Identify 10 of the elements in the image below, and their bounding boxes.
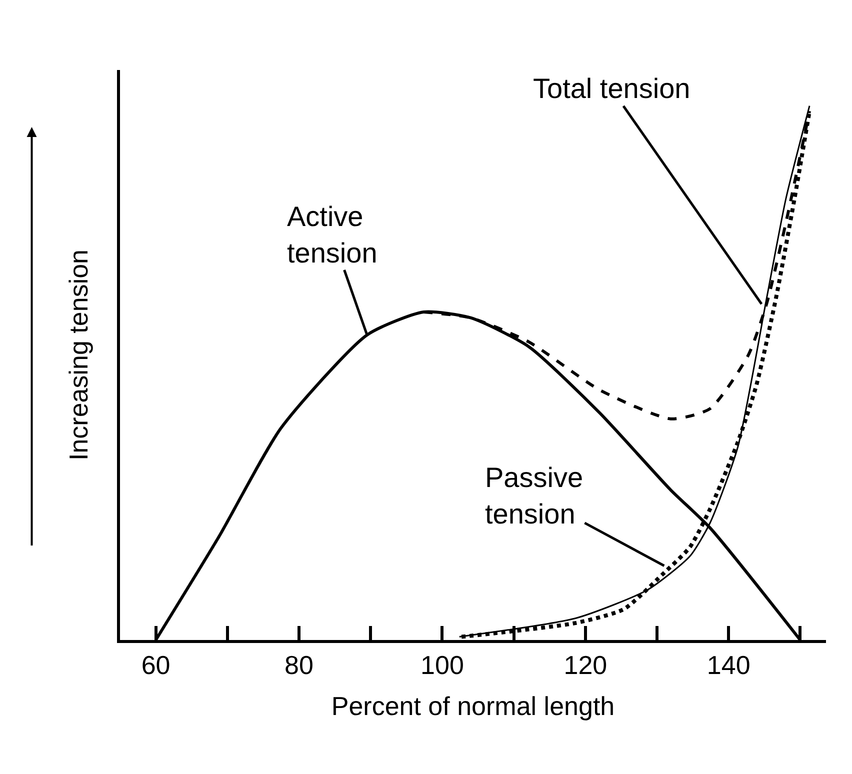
x-tick-label: 80 xyxy=(284,650,314,680)
annotation: Passive tension xyxy=(485,462,584,530)
x-tick-label: 60 xyxy=(141,650,170,680)
annotation: Total tension xyxy=(533,73,690,104)
x-axis-title: Percent of normal length xyxy=(331,690,615,721)
y-axis-title: Increasing tension xyxy=(63,249,94,461)
annotation: Active tension xyxy=(287,201,378,268)
x-tick-label: 120 xyxy=(564,650,608,680)
x-tick-label: 140 xyxy=(706,650,750,680)
x-tick-label: 100 xyxy=(420,650,464,680)
